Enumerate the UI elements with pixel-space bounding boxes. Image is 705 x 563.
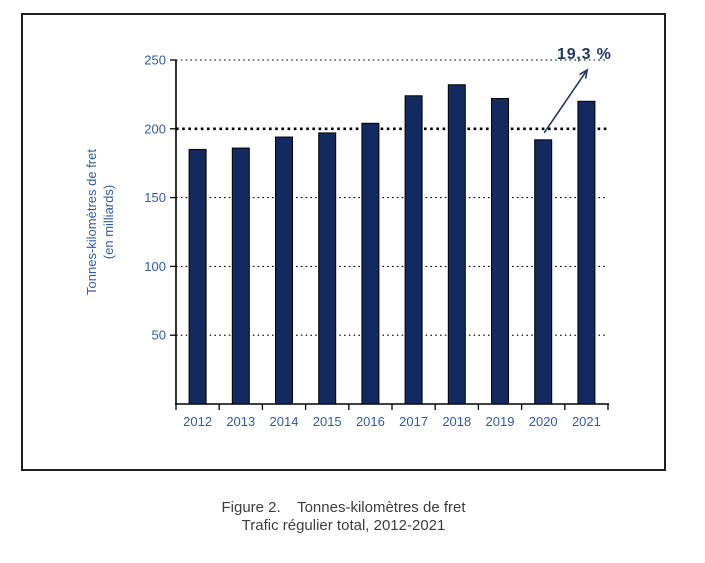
caption-line-2: Trafic régulier total, 2012-2021 bbox=[241, 517, 446, 534]
x-tick-label-2014: 2014 bbox=[270, 414, 299, 429]
x-tick-label-2016: 2016 bbox=[356, 414, 385, 429]
x-tick-label-2018: 2018 bbox=[442, 414, 471, 429]
figure-caption: Figure 2. Tonnes-kilomètres de fret Traf… bbox=[21, 499, 666, 535]
y-tick-label-200: 200 bbox=[144, 121, 166, 136]
y-axis-title-line2: (en milliards) bbox=[101, 184, 116, 260]
growth-annotation: 19,3 % bbox=[557, 46, 612, 63]
bar-chart: 50 100 150 200 250 2012 2013 2014 2015 2016 2017 20… bbox=[144, 53, 609, 429]
y-tick-label-150: 150 bbox=[144, 190, 166, 205]
y-axis-title-line1: Tonnes-kilomètres de fret bbox=[84, 149, 99, 295]
bar-2014[interactable] bbox=[275, 136, 293, 405]
bar-2016[interactable] bbox=[361, 122, 380, 405]
bar-2019[interactable] bbox=[491, 98, 509, 405]
y-axis-title: Tonnes-kilomètres de fret (en milliards) bbox=[83, 149, 117, 295]
x-tick-label-2017: 2017 bbox=[399, 414, 428, 429]
bar-2013[interactable] bbox=[231, 147, 250, 405]
x-tick-label-2013: 2013 bbox=[226, 414, 255, 429]
bar-2018[interactable] bbox=[447, 84, 466, 405]
y-tick-label-250: 250 bbox=[144, 53, 166, 68]
y-tick-label-100: 100 bbox=[144, 259, 166, 274]
bar-2012[interactable] bbox=[188, 148, 207, 405]
annotation-arrow-shaft bbox=[543, 69, 588, 134]
bar-2021[interactable] bbox=[577, 100, 596, 405]
x-tick-label-2012: 2012 bbox=[183, 414, 212, 429]
chart-frame: 50 100 150 200 250 2012 2013 2014 2015 2016 2017 20… bbox=[21, 13, 666, 471]
bar-2017[interactable] bbox=[404, 95, 423, 405]
x-tick-label-2015: 2015 bbox=[313, 414, 342, 429]
x-tick-label-2020: 2020 bbox=[529, 414, 558, 429]
bar-2015[interactable] bbox=[318, 132, 337, 405]
caption-line-1: Figure 2. Tonnes-kilomètres de fret bbox=[221, 499, 466, 516]
x-tick-label-2021: 2021 bbox=[572, 414, 601, 429]
x-tick-label-2019: 2019 bbox=[486, 414, 515, 429]
y-tick-label-50: 50 bbox=[152, 328, 166, 343]
annotation-arrow-head bbox=[579, 68, 589, 79]
bar-2020[interactable] bbox=[534, 139, 553, 405]
